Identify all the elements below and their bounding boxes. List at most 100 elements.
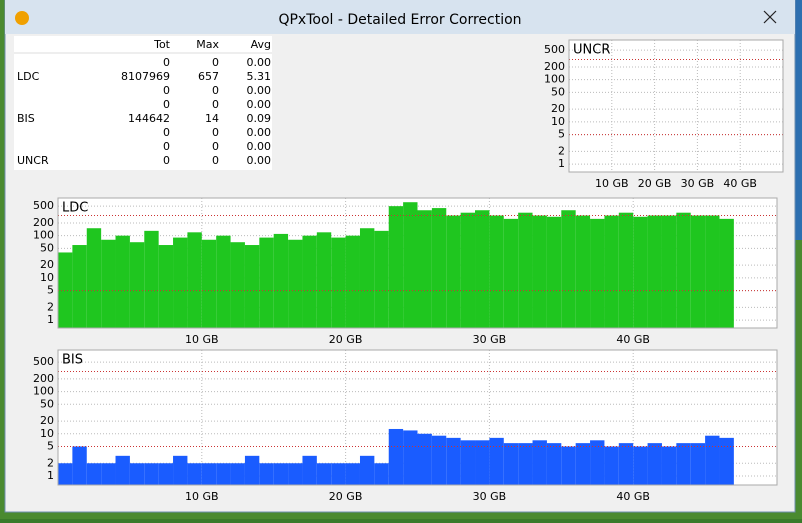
bar xyxy=(446,437,461,485)
bar xyxy=(503,218,519,328)
bar xyxy=(403,430,418,485)
bar xyxy=(719,437,734,485)
cell: 0 xyxy=(212,154,219,167)
bar xyxy=(288,239,303,328)
cell: 0 xyxy=(163,84,170,97)
x-tick-label: 10 GB xyxy=(595,177,629,190)
cell: 0.00 xyxy=(247,126,272,139)
bar xyxy=(532,440,547,485)
y-tick-label: 500 xyxy=(544,43,565,56)
bar xyxy=(575,215,591,328)
bar xyxy=(244,245,260,328)
bar xyxy=(403,202,418,328)
bar xyxy=(705,435,720,485)
bar xyxy=(144,463,159,485)
cell: 0 xyxy=(163,154,170,167)
bar xyxy=(431,435,447,485)
y-tick-label: 1 xyxy=(47,313,54,326)
y-tick-label: 20 xyxy=(40,414,54,427)
bar xyxy=(187,232,202,328)
bar xyxy=(216,235,231,328)
bar xyxy=(359,228,375,328)
bar xyxy=(173,237,188,328)
bar xyxy=(173,455,188,485)
bar xyxy=(489,437,504,485)
bar xyxy=(374,230,389,328)
y-tick-label: 2 xyxy=(47,300,54,313)
bar xyxy=(661,446,677,485)
y-tick-label: 5 xyxy=(558,128,565,141)
bar xyxy=(532,215,547,328)
chart-title: BIS xyxy=(62,353,83,368)
bar xyxy=(273,233,289,328)
bar xyxy=(144,230,159,328)
bar xyxy=(302,455,317,485)
bar xyxy=(561,446,576,485)
bar xyxy=(72,245,87,328)
y-tick-label: 50 xyxy=(551,85,565,98)
close-button[interactable] xyxy=(745,4,795,28)
bar xyxy=(129,242,145,328)
bar xyxy=(101,239,116,328)
cell: 0 xyxy=(163,56,170,69)
y-tick-label: 500 xyxy=(33,355,54,368)
cell: 8107969 xyxy=(121,70,170,83)
cell: 144642 xyxy=(128,112,170,125)
cell: 0 xyxy=(212,140,219,153)
plot-frame xyxy=(57,349,778,486)
cell: 0.00 xyxy=(247,84,272,97)
cell: 0.00 xyxy=(247,154,272,167)
bar xyxy=(676,443,691,485)
bar xyxy=(302,235,317,328)
table-header: Avg xyxy=(251,38,271,51)
bar xyxy=(417,210,432,328)
cell: 657 xyxy=(198,70,219,83)
cell: 0 xyxy=(163,98,170,111)
y-tick-label: 500 xyxy=(33,199,54,212)
bar xyxy=(475,440,490,485)
bar xyxy=(590,218,605,328)
cell: 0.00 xyxy=(247,56,272,69)
bar xyxy=(72,446,87,485)
bar xyxy=(115,455,130,485)
bar xyxy=(259,463,274,485)
bar xyxy=(690,443,706,485)
bar xyxy=(259,237,274,328)
bar xyxy=(475,210,490,328)
cell: 0 xyxy=(212,56,219,69)
bar xyxy=(661,215,677,328)
bar xyxy=(101,463,116,485)
bar xyxy=(575,443,591,485)
bar xyxy=(345,463,360,485)
bar xyxy=(230,242,245,328)
bar xyxy=(518,443,533,485)
bar xyxy=(316,463,332,485)
bar xyxy=(388,428,404,485)
bar xyxy=(604,446,619,485)
bar xyxy=(244,455,260,485)
x-tick-label: 40 GB xyxy=(616,333,650,346)
cell: 0 xyxy=(163,140,170,153)
bar xyxy=(187,463,202,485)
stats-table xyxy=(14,36,272,170)
bar xyxy=(115,235,130,328)
chart-title: LDC xyxy=(62,201,88,216)
y-tick-label: 5 xyxy=(47,439,54,452)
y-tick-label: 2 xyxy=(47,456,54,469)
plot-area xyxy=(568,39,784,173)
cell: 0 xyxy=(163,126,170,139)
bar xyxy=(201,463,217,485)
bar xyxy=(690,215,706,328)
y-tick-label: 2 xyxy=(558,144,565,157)
bar xyxy=(273,463,289,485)
y-tick-label: 10 xyxy=(40,427,54,440)
bar xyxy=(316,232,332,328)
bar xyxy=(359,455,375,485)
bar xyxy=(388,206,404,328)
bar xyxy=(590,440,605,485)
cell: 0 xyxy=(212,98,219,111)
title-bar xyxy=(5,0,795,34)
bar xyxy=(230,463,245,485)
